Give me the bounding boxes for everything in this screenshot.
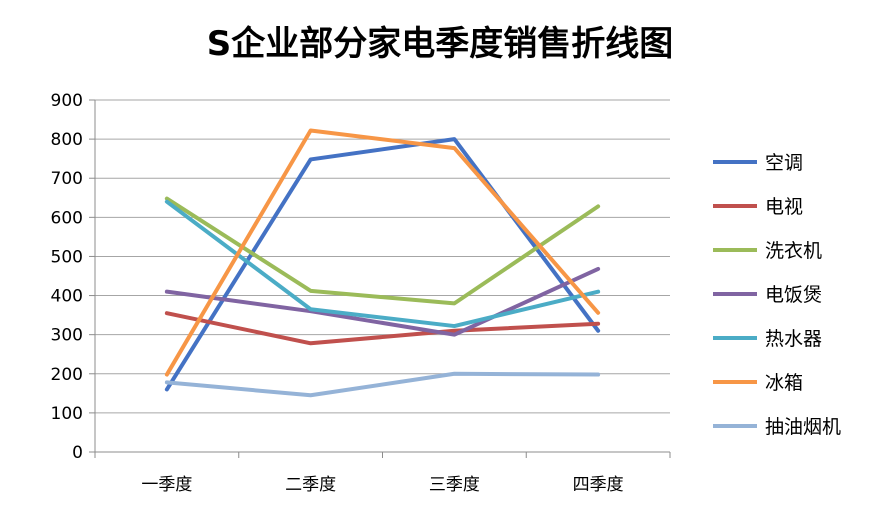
y-tick-label: 900	[51, 91, 83, 111]
y-tick-label: 400	[51, 287, 83, 307]
y-tick-label: 500	[51, 247, 83, 267]
series-line	[164, 137, 601, 392]
series-line	[164, 266, 601, 337]
axes: 0 100 200 300 400 500 600 700 800 900 一季度 二季度 三季度 四季度	[51, 91, 671, 495]
series-line	[164, 128, 601, 377]
legend-label: 热水器	[765, 328, 822, 350]
x-tick-label: 四季度	[573, 475, 624, 495]
legend-label: 洗衣机	[765, 240, 822, 262]
series-line	[164, 196, 601, 306]
chart-title: S企业部分家电季度销售折线图	[207, 24, 674, 64]
y-tick-label: 0	[72, 443, 83, 463]
y-tick-label: 700	[51, 169, 83, 189]
series-lines	[164, 128, 601, 398]
y-tick-label: 800	[51, 130, 83, 150]
legend-label: 冰箱	[765, 372, 803, 394]
y-tick-label: 200	[51, 365, 83, 385]
x-tick-label: 一季度	[141, 475, 192, 495]
y-tick-label: 100	[51, 404, 83, 424]
legend-label: 空调	[765, 152, 803, 174]
y-tick-label: 600	[51, 208, 83, 228]
series-line	[164, 371, 601, 398]
legend-label: 抽油烟机	[765, 416, 841, 438]
x-tick-label: 三季度	[429, 475, 480, 495]
legend-label: 电饭煲	[765, 284, 822, 306]
y-tick-label: 300	[51, 326, 83, 346]
legend-label: 电视	[765, 196, 803, 218]
x-tick-label: 二季度	[285, 475, 336, 495]
series-line	[164, 311, 601, 346]
